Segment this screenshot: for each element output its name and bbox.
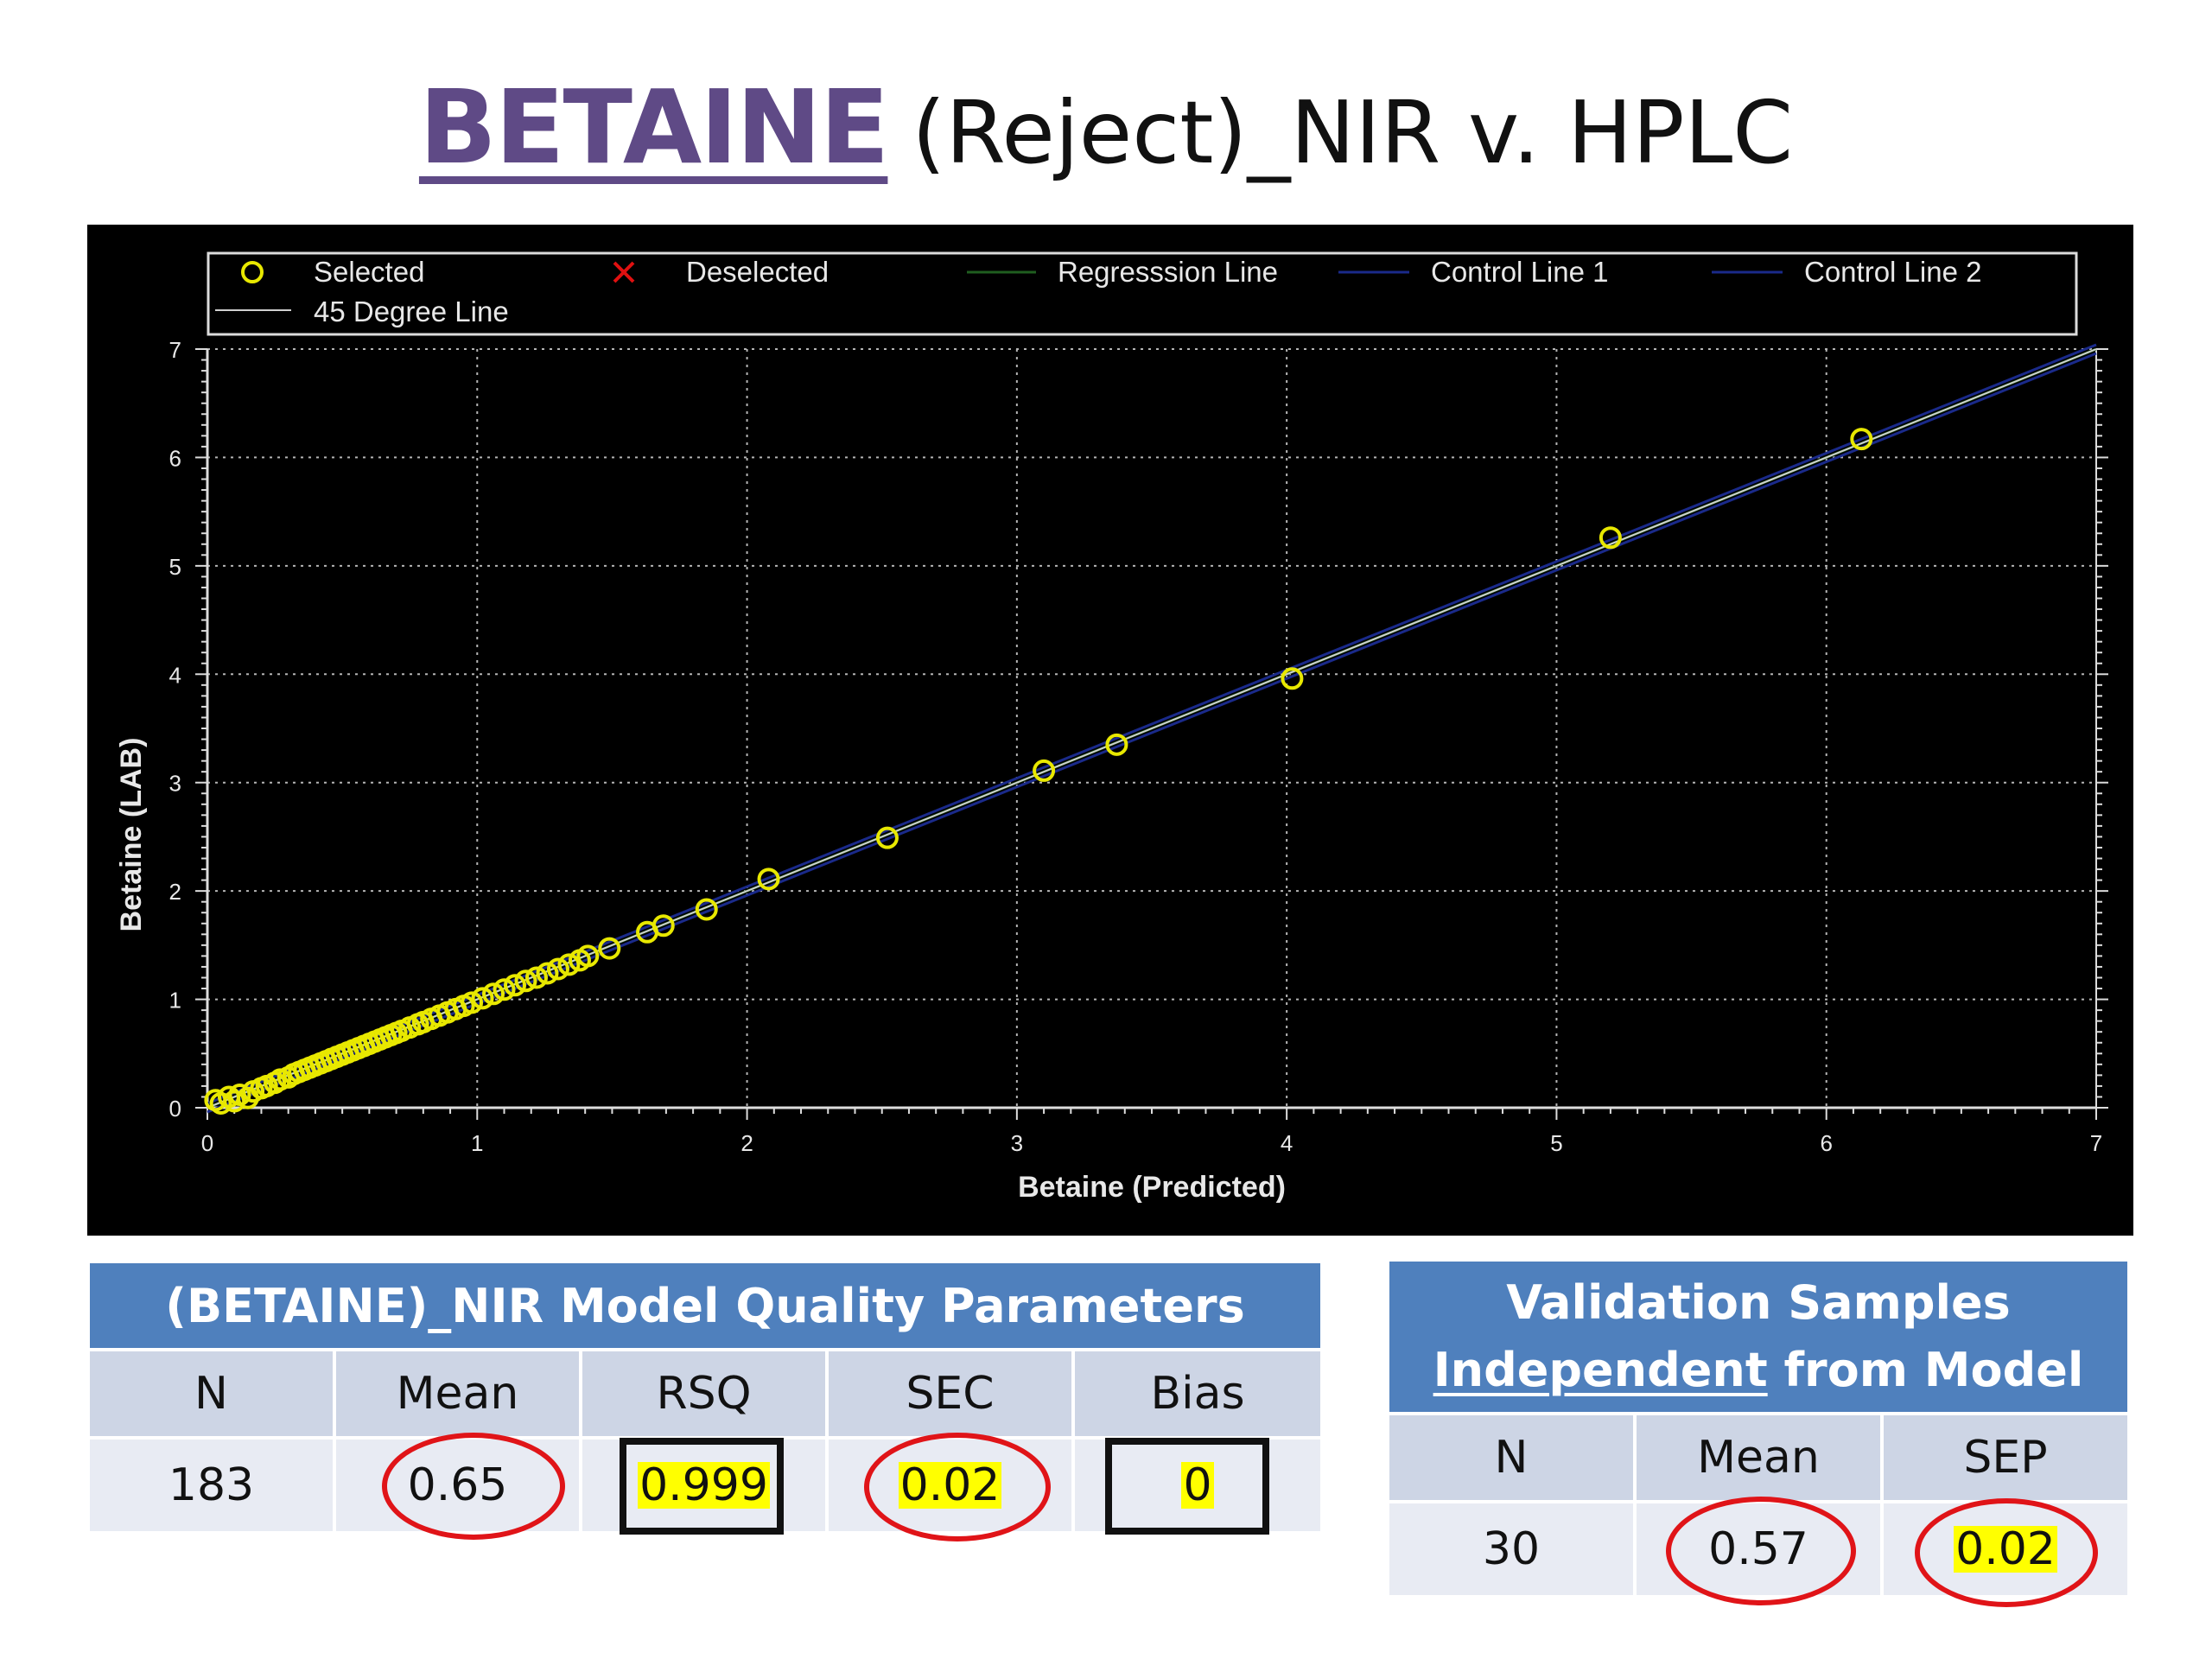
y-tick-label: 5 xyxy=(169,554,181,580)
data-point xyxy=(461,991,484,1014)
validation-table: Validation Samples Independent from Mode… xyxy=(1389,1262,2127,1607)
model-value-n: 183 xyxy=(90,1440,333,1531)
data-point xyxy=(482,982,505,1006)
data-point xyxy=(1105,733,1128,756)
data-point xyxy=(652,914,675,938)
validation-table-header: Validation Samples Independent from Mode… xyxy=(1389,1262,2127,1412)
legend-control1-label: Control Line 1 xyxy=(1431,256,1608,288)
validation-col-sep: SEP xyxy=(1884,1415,2127,1500)
y-tick-label: 7 xyxy=(169,337,181,363)
model-col-bias: Bias xyxy=(1075,1351,1320,1436)
model-table-header: (BETAINE)_NIR Model Quality Parameters xyxy=(90,1263,1320,1348)
model-n-value: 183 xyxy=(168,1459,255,1511)
validation-title-underlined: Independent xyxy=(1433,1343,1768,1397)
validation-col-mean: Mean xyxy=(1637,1415,1880,1500)
legend-box xyxy=(207,251,2078,336)
data-point xyxy=(1850,428,1873,451)
model-table-value-row: 183 0.65 0.999 0.02 0 xyxy=(90,1433,1320,1541)
model-table-header-row: N Mean RSQ SEC Bias xyxy=(90,1351,1320,1436)
x-axis-title: Betaine (Predicted) xyxy=(1018,1171,1286,1204)
data-point xyxy=(576,944,600,968)
scatter-chart: Selected Deselected Regresssion Line Con… xyxy=(115,251,2108,1204)
y-tick-label: 3 xyxy=(169,771,181,797)
data-point xyxy=(524,966,548,989)
validation-table-header-row: N Mean SEP xyxy=(1389,1415,2127,1500)
data-point xyxy=(875,826,899,849)
x-tick-label: 3 xyxy=(1011,1130,1023,1156)
model-table-title: (BETAINE)_NIR Model Quality Parameters xyxy=(165,1278,1245,1333)
rsq-black-box xyxy=(620,1438,784,1535)
model-value-rsq: 0.999 xyxy=(582,1438,825,1535)
y-tick-label: 2 xyxy=(169,879,181,905)
bias-black-box xyxy=(1105,1438,1269,1535)
model-value-mean: 0.65 xyxy=(336,1433,579,1540)
data-point xyxy=(223,1090,246,1113)
series-line-control-line-1 xyxy=(207,343,2097,1105)
legend-45deg-label: 45 Degree Line xyxy=(314,296,509,327)
x-tick-label: 2 xyxy=(741,1130,753,1156)
y-tick-label: 4 xyxy=(169,662,181,688)
model-col-n: N xyxy=(90,1351,333,1436)
sep-red-circle xyxy=(1915,1498,2098,1607)
series-line-control-line-2 xyxy=(207,352,2097,1114)
validation-mean-red-circle xyxy=(1666,1497,1856,1605)
model-col-mean: Mean xyxy=(336,1351,579,1436)
chart-panel: Selected Deselected Regresssion Line Con… xyxy=(87,225,2133,1236)
validation-title-line2: Independent from Model xyxy=(1389,1337,2127,1404)
x-tick-label: 0 xyxy=(201,1130,213,1156)
legend-deselected-symbol xyxy=(613,261,635,283)
x-tick-label: 5 xyxy=(1550,1130,1562,1156)
validation-value-n: 30 xyxy=(1389,1503,1633,1595)
model-bias-value: 0 xyxy=(1181,1459,1214,1511)
x-tick-label: 6 xyxy=(1820,1130,1832,1156)
validation-title-line1: Validation Samples xyxy=(1506,1275,2011,1330)
data-point xyxy=(504,974,527,997)
validation-title-rest: from Model xyxy=(1767,1343,2084,1397)
model-value-sec: 0.02 xyxy=(829,1433,1071,1541)
sec-red-circle xyxy=(864,1433,1051,1541)
data-point xyxy=(695,898,718,921)
x-tick-label: 4 xyxy=(1281,1130,1293,1156)
data-point xyxy=(757,868,780,891)
model-rsq-value: 0.999 xyxy=(638,1459,770,1511)
validation-value-sep: 0.02 xyxy=(1884,1498,2127,1607)
data-point xyxy=(598,937,621,960)
legend-selected-label: Selected xyxy=(314,256,424,288)
validation-value-mean: 0.57 xyxy=(1637,1497,1880,1605)
data-point xyxy=(1599,526,1622,550)
data-point xyxy=(546,957,569,981)
data-point xyxy=(1033,759,1056,782)
mean-red-circle xyxy=(382,1433,565,1540)
validation-n-value: 30 xyxy=(1482,1523,1541,1575)
page-title: BETAINE (Reject)_NIR v. HPLC xyxy=(0,67,2212,187)
data-point xyxy=(514,969,537,993)
x-tick-label: 1 xyxy=(471,1130,483,1156)
x-tick-label: 7 xyxy=(2090,1130,2102,1156)
y-tick-label: 6 xyxy=(169,445,181,471)
data-point xyxy=(1281,667,1304,690)
data-point xyxy=(557,953,581,976)
model-col-sec: SEC xyxy=(829,1351,1071,1436)
y-axis-title: Betaine (LAB) xyxy=(115,738,148,932)
legend-deselected-label: Deselected xyxy=(686,256,829,288)
legend-regression-label: Regresssion Line xyxy=(1058,256,1278,288)
model-quality-table: (BETAINE)_NIR Model Quality Parameters N… xyxy=(90,1263,1320,1541)
data-point xyxy=(536,962,559,985)
legend-control2-label: Control Line 2 xyxy=(1804,256,1981,288)
validation-col-n: N xyxy=(1389,1415,1633,1500)
data-point xyxy=(493,978,516,1001)
y-tick-label: 1 xyxy=(169,988,181,1014)
model-col-rsq: RSQ xyxy=(582,1351,825,1436)
data-point xyxy=(471,987,494,1010)
point-layer xyxy=(204,428,1873,1115)
validation-table-value-row: 30 0.57 0.02 xyxy=(1389,1497,2127,1607)
axis-layer: 0 1 2 3 4 5 6 7 0 1 2 3 4 5 6 7 xyxy=(169,337,2108,1156)
title-rest: (Reject)_NIR v. HPLC xyxy=(912,82,1794,183)
y-tick-label: 0 xyxy=(169,1096,181,1122)
legend-selected-symbol xyxy=(241,261,264,283)
title-main: BETAINE xyxy=(418,67,889,187)
model-value-bias: 0 xyxy=(1075,1438,1320,1535)
